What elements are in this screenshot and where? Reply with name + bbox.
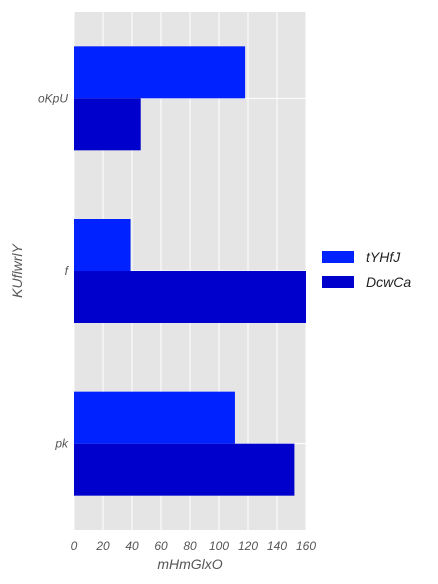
y-axis-label: KUflwrlY	[9, 243, 25, 298]
bar-DcwCa-pk	[74, 443, 295, 496]
y-tick-label: oKpU	[38, 91, 68, 105]
x-tick-label: 20	[95, 539, 110, 553]
bars	[74, 46, 306, 496]
bar-tYHfJ-pk	[74, 391, 235, 444]
x-tick-labels: 0 20 40 60 80 100 120 140 160	[71, 539, 317, 553]
y-tick-labels: oKpU f pk	[38, 91, 70, 450]
x-tick-label: 80	[183, 539, 197, 553]
x-tick-label: 160	[296, 539, 316, 553]
x-tick-label: 40	[125, 539, 139, 553]
legend-swatch-tYHfJ	[322, 251, 354, 263]
bar-DcwCa-oKpU	[74, 98, 141, 151]
x-tick-label: 100	[209, 539, 229, 553]
legend-swatch-DcwCa	[322, 276, 354, 288]
bar-tYHfJ-f	[74, 219, 131, 271]
legend-label-tYHfJ: tYHfJ	[366, 249, 401, 265]
x-tick-label: 60	[154, 539, 168, 553]
y-tick-label: f	[65, 264, 70, 278]
legend: tYHfJ DcwCa	[322, 249, 411, 290]
x-axis-label: mHmGlxO	[157, 556, 222, 572]
bar-tYHfJ-oKpU	[74, 46, 246, 99]
x-tick-label: 140	[267, 539, 287, 553]
x-tick-label: 120	[238, 539, 258, 553]
x-tick-label: 0	[71, 539, 78, 553]
bar-DcwCa-f	[74, 271, 306, 323]
legend-label-DcwCa: DcwCa	[366, 274, 411, 290]
y-tick-label: pk	[54, 437, 69, 451]
